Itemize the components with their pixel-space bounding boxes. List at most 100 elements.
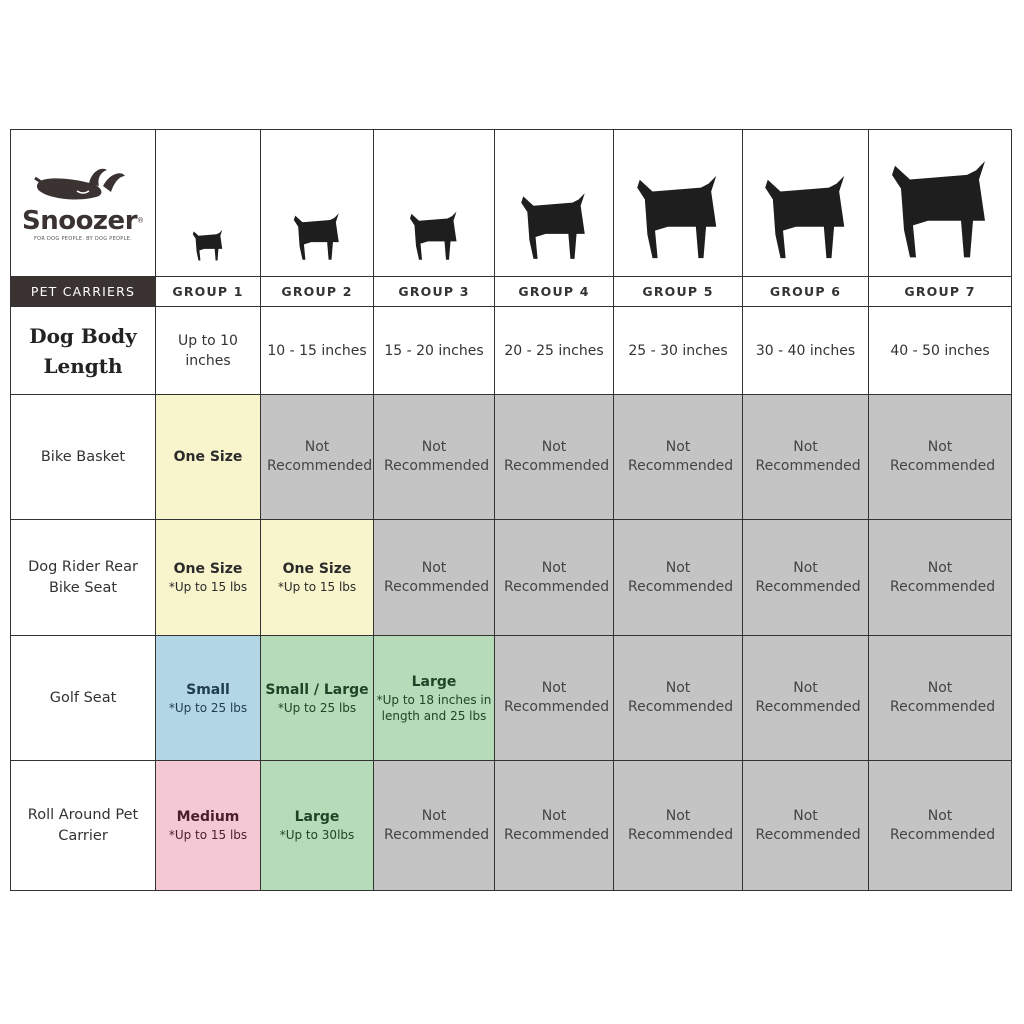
not-recommended-text: Not Recommended [267,439,373,474]
group-header: GROUP 5 [614,277,743,307]
not-recommended-text: Not Recommended [890,559,996,595]
dog-body-length-label: Dog Body Length [11,307,156,395]
product-name: Bike Basket [40,448,126,465]
not-recommended-text: Not Recommended [755,807,861,843]
group-label: GROUP 2 [281,284,353,299]
not-recommended-cell: Not Recommended [261,395,374,520]
not-recommended-cell: Not Recommended [614,395,743,520]
weight-limit: *Up to 15 lbs [168,828,248,842]
dog-silhouette-cell [614,130,743,277]
not-recommended-text: Not Recommended [890,439,996,474]
not-recommended-text: Not Recommended [504,807,610,843]
group-label: GROUP 1 [172,284,244,299]
registered-mark: ® [137,216,145,225]
not-recommended-text: Not Recommended [504,680,610,715]
not-recommended-cell: Not Recommended [869,520,1012,636]
dog-silhouette-cell [869,130,1012,277]
dog-silhouette-cell [261,130,374,277]
golden-retriever-icon [637,175,717,259]
not-recommended-cell: Not Recommended [495,636,614,761]
group-length: 10 - 15 inches [261,307,374,395]
group-length: 30 - 40 inches [743,307,869,395]
size-name: One Size [282,561,352,577]
size-cell: Large *Up to 30lbs [261,761,374,891]
brand-name: Snoozer [21,206,138,236]
pet-carriers-header: PET CARRIERS [11,277,156,307]
row-label: Golf Seat [11,636,156,761]
not-recommended-text: Not Recommended [628,680,734,715]
not-recommended-text: Not Recommended [628,807,734,843]
length-value: 10 - 15 inches [267,342,367,359]
size-cell: One Size *Up to 15 lbs [156,520,261,636]
weight-limit: *Up to 15 lbs [168,580,248,594]
length-value: 15 - 20 inches [384,342,484,359]
not-recommended-text: Not Recommended [384,439,490,474]
not-recommended-cell: Not Recommended [869,395,1012,520]
group-header: GROUP 1 [156,277,261,307]
doberman-icon [764,175,844,259]
brand-logo: Snoozer® FOR DOG PEOPLE. BY DOG PEOPLE. [11,130,156,277]
group-header: GROUP 6 [743,277,869,307]
row-label: Dog Rider Rear Bike Seat [11,520,156,636]
size-cell: Small / Large *Up to 25 lbs [261,636,374,761]
size-name: Large [294,809,340,825]
not-recommended-text: Not Recommended [890,680,996,715]
product-name: Roll Around Pet Carrier [27,806,139,844]
group-header: GROUP 7 [869,277,1012,307]
not-recommended-cell: Not Recommended [743,636,869,761]
not-recommended-cell: Not Recommended [374,761,495,891]
chihuahua-icon [192,229,223,261]
group-length: Up to 10 inches [156,307,261,395]
group-label: GROUP 6 [769,284,842,299]
group-length: 25 - 30 inches [614,307,743,395]
size-name: Small [186,681,230,698]
group-length: 20 - 25 inches [495,307,614,395]
group-label: GROUP 4 [518,284,590,299]
not-recommended-cell: Not Recommended [869,636,1012,761]
weight-limit: *Up to 18 inches in length and 25 lbs [376,692,492,723]
size-name: Small / Large [265,681,369,698]
size-cell: One Size [156,395,261,520]
not-recommended-cell: Not Recommended [374,520,495,636]
not-recommended-text: Not Recommended [890,807,996,843]
not-recommended-text: Not Recommended [628,559,734,595]
weight-limit: *Up to 25 lbs [277,700,357,715]
not-recommended-cell: Not Recommended [495,761,614,891]
not-recommended-cell: Not Recommended [374,395,495,520]
group-header: GROUP 2 [261,277,374,307]
length-value: 20 - 25 inches [504,342,604,359]
sleeping-dog-logo-icon [34,168,125,200]
not-recommended-cell: Not Recommended [614,520,743,636]
group-header: GROUP 4 [495,277,614,307]
group-header: GROUP 3 [374,277,495,307]
length-value: Up to 10 inches [178,332,238,369]
not-recommended-text: Not Recommended [755,559,861,595]
row-label: Roll Around Pet Carrier [11,761,156,891]
not-recommended-cell: Not Recommended [869,761,1012,891]
not-recommended-cell: Not Recommended [614,636,743,761]
boston-terrier-icon [410,211,457,260]
size-name: One Size [173,448,243,465]
group-label: GROUP 3 [398,284,470,299]
length-value: 25 - 30 inches [628,342,728,359]
not-recommended-cell: Not Recommended [495,520,614,636]
size-chart-table: Snoozer® FOR DOG PEOPLE. BY DOG PEOPLE. … [10,129,1012,891]
not-recommended-text: Not Recommended [755,680,861,715]
not-recommended-text: Not Recommended [384,559,490,595]
product-name: Golf Seat [49,689,117,706]
size-name: One Size [173,561,243,577]
length-value: 40 - 50 inches [890,342,990,359]
dog-silhouette-cell [743,130,869,277]
size-cell: One Size *Up to 15 lbs [261,520,374,636]
size-cell: Small *Up to 25 lbs [156,636,261,761]
not-recommended-text: Not Recommended [504,559,610,595]
size-cell: Medium *Up to 15 lbs [156,761,261,891]
not-recommended-cell: Not Recommended [614,761,743,891]
not-recommended-cell: Not Recommended [743,761,869,891]
dog-silhouette-cell [495,130,614,277]
shiba-inu-icon [521,193,585,259]
not-recommended-cell: Not Recommended [743,395,869,520]
group-length: 40 - 50 inches [869,307,1012,395]
size-cell: Large *Up to 18 inches in length and 25 l… [374,636,495,761]
dog-silhouette-cell [374,130,495,277]
